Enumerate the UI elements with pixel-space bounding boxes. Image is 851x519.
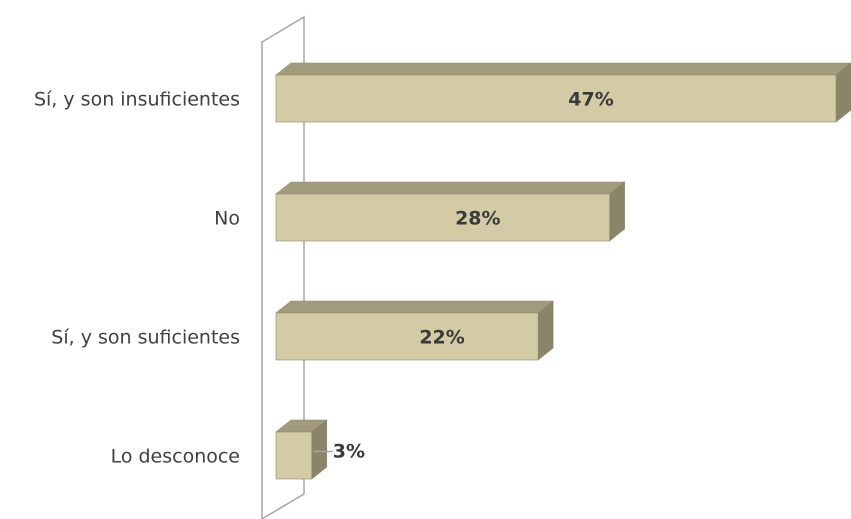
category-label: No xyxy=(214,208,240,230)
bar xyxy=(275,419,328,480)
category-labels: Sí, y son insuficientes No Sí, y son sufic… xyxy=(34,89,240,468)
bar xyxy=(275,181,626,242)
bar-front-face xyxy=(275,312,539,361)
category-label: Sí, y son suficientes xyxy=(51,327,240,349)
bars-group xyxy=(275,62,851,480)
bar-top-face xyxy=(275,62,851,76)
data-label: 47% xyxy=(568,89,613,111)
data-label: 3% xyxy=(333,441,365,463)
bar-top-face xyxy=(275,300,554,314)
category-label: Sí, y son insuficientes xyxy=(34,89,240,111)
axis-wall-outline xyxy=(261,15,305,519)
data-label: 28% xyxy=(455,208,500,230)
bar-front-face xyxy=(275,193,610,242)
bar-top-face xyxy=(275,181,626,195)
category-label: Lo desconoce xyxy=(111,446,240,468)
bar xyxy=(275,300,554,361)
axis-wall xyxy=(261,15,305,519)
bar xyxy=(275,62,851,123)
data-label: 22% xyxy=(419,327,464,349)
data-labels: 47% 28% 22% 3% xyxy=(313,89,614,463)
bar-front-face xyxy=(275,431,313,480)
bar-front-face xyxy=(275,74,837,123)
